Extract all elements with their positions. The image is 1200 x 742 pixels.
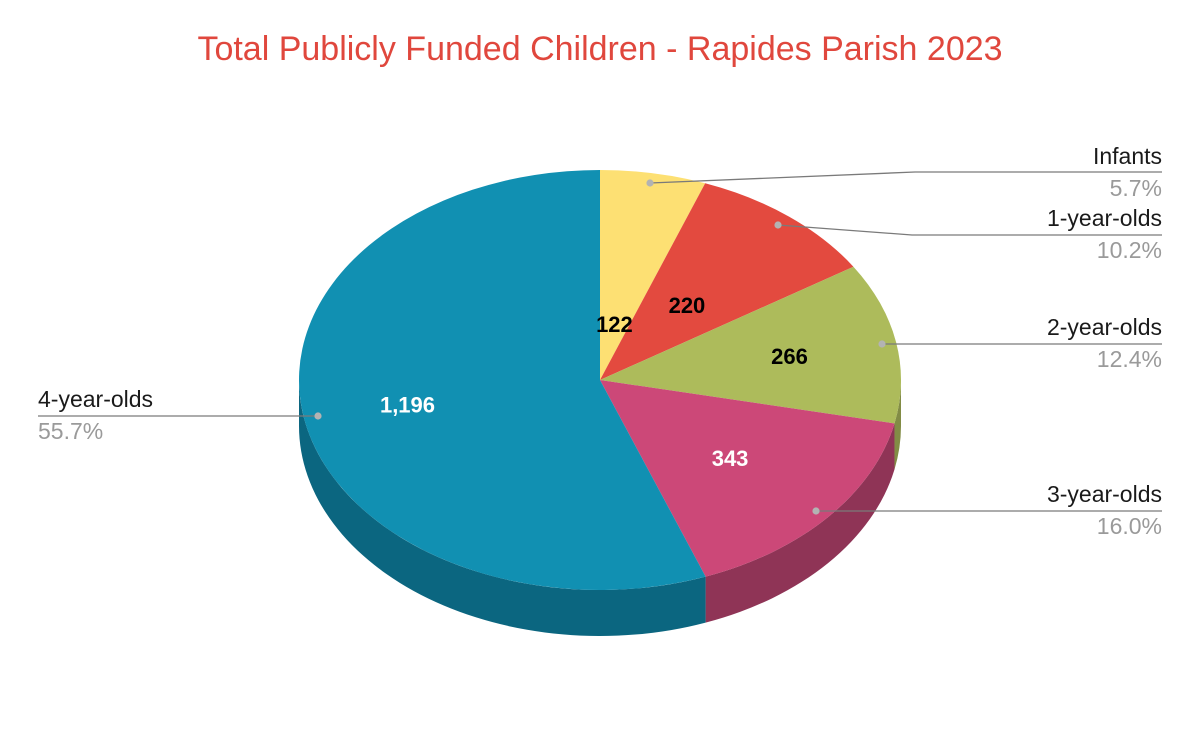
legend-percent-3-year-olds: 16.0% — [1097, 513, 1162, 539]
value-label-2-year-olds: 266 — [771, 344, 808, 369]
pie-3d-sides — [299, 380, 901, 637]
pie-slices — [299, 170, 901, 590]
value-label-4-year-olds: 1,196 — [380, 392, 435, 417]
leader-line-infants — [649, 171, 1162, 184]
legend-label-1-year-olds: 1-year-olds — [1047, 205, 1162, 231]
leader-dot-3-year-olds — [812, 507, 820, 515]
side-2-year-olds — [894, 380, 901, 470]
leader-dot-1-year-olds — [774, 221, 782, 229]
legend-label-3-year-olds: 3-year-olds — [1047, 481, 1162, 507]
leader-dot-2-year-olds — [878, 340, 886, 348]
value-label-1-year-olds: 220 — [669, 293, 706, 318]
chart-title: Total Publicly Funded Children - Rapides… — [197, 30, 1003, 68]
side-4-year-olds — [299, 380, 706, 637]
legend-percent-infants: 5.7% — [1110, 175, 1162, 201]
slice-infants — [600, 170, 706, 380]
value-label-infants: 122 — [596, 312, 633, 337]
side-3-year-olds — [705, 423, 895, 623]
slice-2-year-olds — [600, 266, 901, 424]
slice-4-year-olds — [299, 170, 706, 590]
slice-1-year-olds — [600, 183, 854, 380]
value-label-3-year-olds: 343 — [712, 446, 749, 471]
legend-percent-2-year-olds: 12.4% — [1097, 346, 1162, 372]
legend-percent-4-year-olds: 55.7% — [38, 418, 103, 444]
legend-label-2-year-olds: 2-year-olds — [1047, 314, 1162, 340]
legend-label-infants: Infants — [1093, 143, 1162, 169]
legend-percent-1-year-olds: 10.2% — [1097, 237, 1162, 263]
legend-label-4-year-olds: 4-year-olds — [38, 386, 153, 412]
leader-dot-4-year-olds — [314, 412, 322, 420]
leader-line-1-year-olds — [777, 224, 1162, 236]
slice-3-year-olds — [600, 380, 895, 577]
leader-dot-infants — [646, 179, 654, 187]
pie-value-labels: 122 220 266 343 1,196 — [380, 293, 808, 471]
pie-callouts: Infants 5.7% 1-year-olds 10.2% 2-year-olds 12… — [38, 143, 1162, 539]
